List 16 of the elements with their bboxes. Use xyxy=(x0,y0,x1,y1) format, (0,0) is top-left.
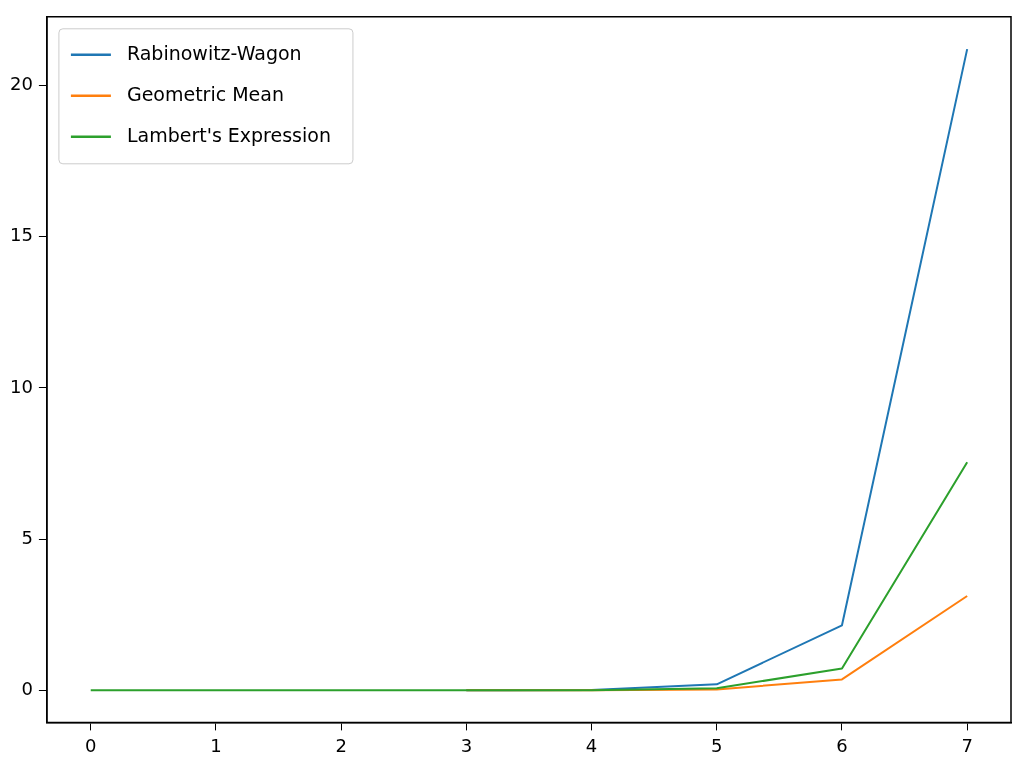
x-tick-label: 0 xyxy=(85,734,97,756)
x-tick-label: 1 xyxy=(210,734,222,756)
x-tick-label: 4 xyxy=(585,734,598,756)
x-tick-label: 5 xyxy=(711,734,723,756)
x-tick-label: 6 xyxy=(836,734,848,756)
legend-label: Lambert's Expression xyxy=(126,123,331,146)
x-tick-label: 7 xyxy=(961,734,973,756)
y-tick-label: 15 xyxy=(10,224,33,246)
y-tick-label: 0 xyxy=(21,678,33,700)
legend-label: Geometric Mean xyxy=(126,82,284,105)
x-tick-label: 2 xyxy=(335,734,347,756)
y-tick-label: 5 xyxy=(21,526,33,548)
y-tick-label: 20 xyxy=(10,73,33,95)
legend-label: Rabinowitz-Wagon xyxy=(126,41,302,64)
x-tick-label: 3 xyxy=(460,734,473,756)
y-tick-label: 10 xyxy=(10,375,33,397)
